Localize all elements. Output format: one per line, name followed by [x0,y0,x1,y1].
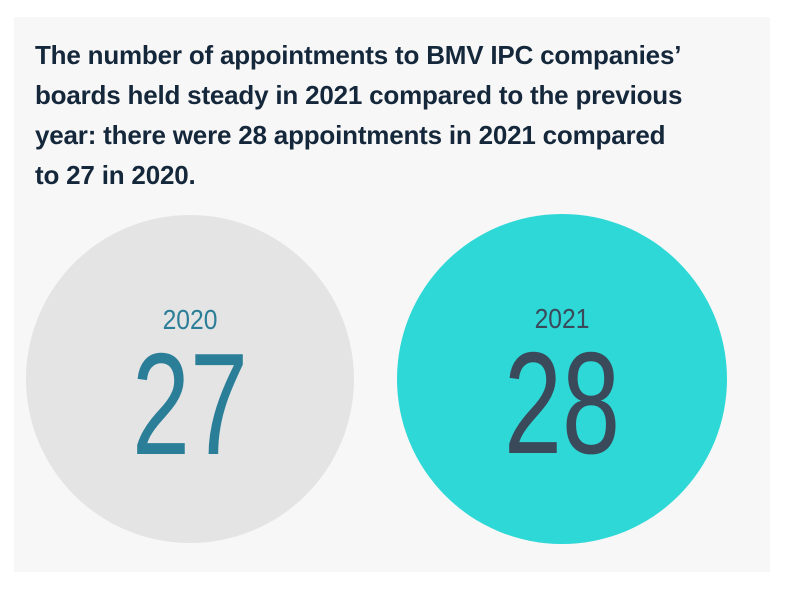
bubble-2021-year-label: 2021 [534,303,590,334]
bubble-2021: 2021 28 [397,214,727,544]
figure-panel: The number of appointments to BMV IPC co… [14,17,770,572]
intro-line-1: The number of appointments to BMV IPC co… [35,40,682,70]
intro-text: The number of appointments to BMV IPC co… [35,35,745,195]
bubble-2021-value: 28 [503,322,621,484]
bubble-2020-value: 27 [131,323,249,485]
bubble-2020: 2020 27 [26,215,354,543]
bubble-2020-year-label: 2020 [162,304,218,335]
intro-line-4: to 27 in 2020. [35,160,196,190]
intro-line-3: year: there were 28 appointments in 2021… [35,120,666,150]
intro-line-2: boards held steady in 2021 compared to t… [35,80,683,110]
